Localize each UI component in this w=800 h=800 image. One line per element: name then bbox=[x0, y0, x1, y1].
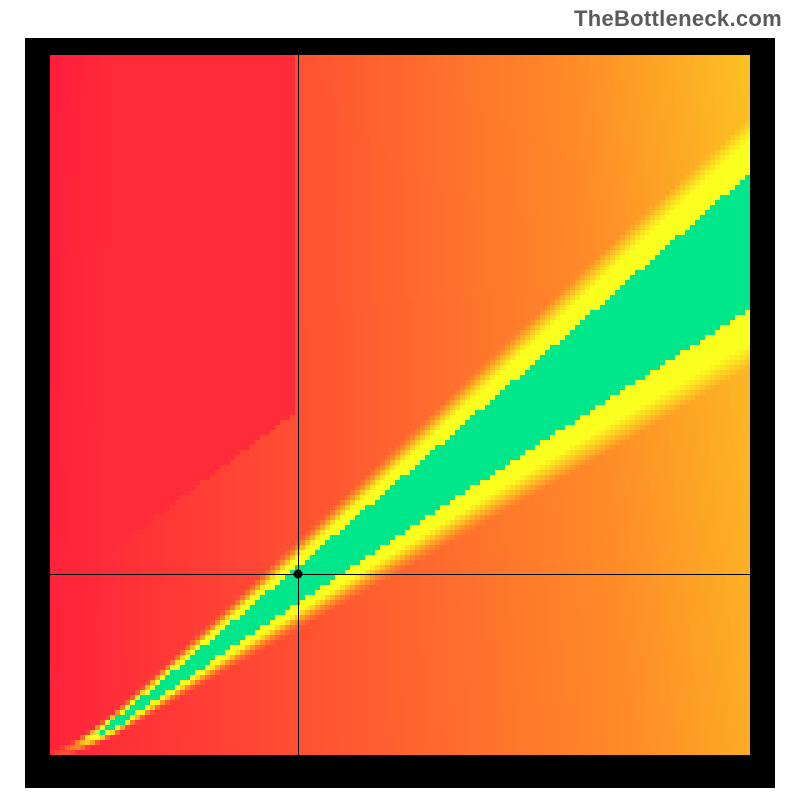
brand-watermark: TheBottleneck.com bbox=[574, 6, 782, 32]
heatmap-canvas bbox=[50, 55, 750, 755]
chart-container: TheBottleneck.com bbox=[0, 0, 800, 800]
crosshair-vertical bbox=[298, 55, 299, 755]
data-point-marker bbox=[293, 570, 302, 579]
crosshair-horizontal bbox=[50, 574, 750, 575]
plot-area bbox=[25, 38, 775, 788]
heatmap-area bbox=[50, 55, 750, 755]
